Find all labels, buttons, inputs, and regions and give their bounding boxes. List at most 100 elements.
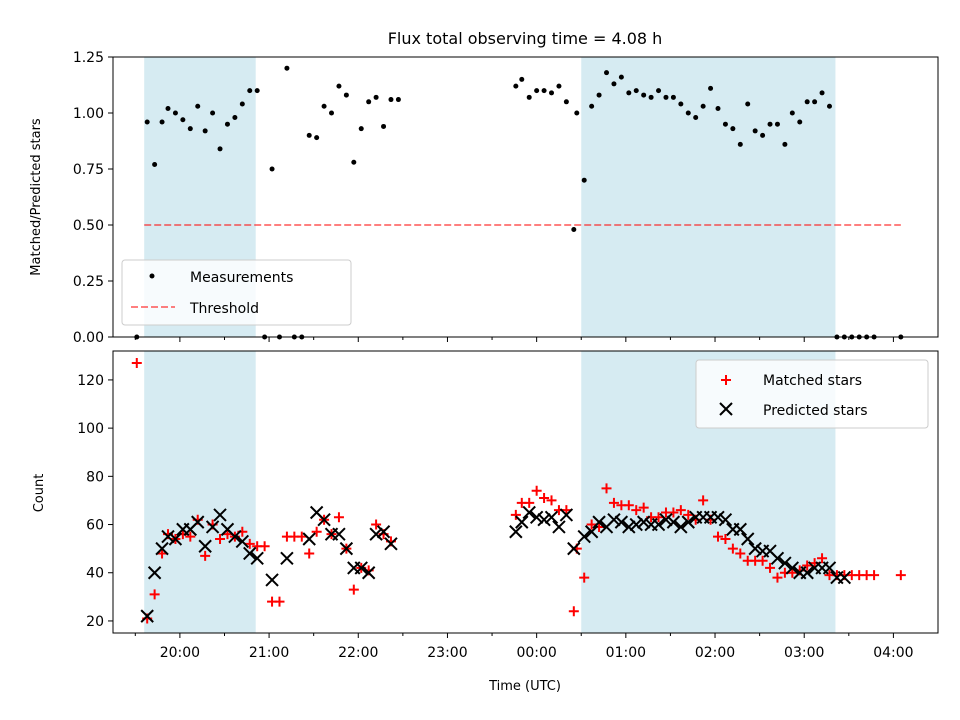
predicted-star-point <box>584 525 599 539</box>
predicted-star-point <box>748 541 762 556</box>
x-tick-label: 00:00 <box>516 645 556 661</box>
measurement-point <box>641 92 647 98</box>
measurement-point <box>165 106 171 112</box>
predicted-star-point <box>228 529 242 544</box>
matched-star-point <box>772 572 783 583</box>
measurement-point <box>604 70 610 76</box>
measurement-point <box>534 88 540 94</box>
matched-star-point <box>623 500 634 511</box>
predicted-star-point <box>265 573 279 587</box>
measurement-point <box>329 110 335 116</box>
measurement-point <box>239 101 245 107</box>
predicted-star-point <box>213 508 227 522</box>
matched-star-point <box>304 548 315 559</box>
y-tick-label: 40 <box>86 566 104 582</box>
matched-star-point <box>698 495 709 506</box>
measurement-point <box>700 103 706 109</box>
predicted-stars-legend-label: Predicted stars <box>763 403 868 419</box>
measurement-point <box>269 166 275 172</box>
predicted-star-point <box>529 510 544 525</box>
measurement-point <box>596 92 602 98</box>
matched-star-point <box>561 505 572 516</box>
y-tick-label: 20 <box>86 614 104 630</box>
shaded-span-0 <box>144 351 256 633</box>
x-tick-label: 22:00 <box>338 645 378 661</box>
top-axes-frame <box>112 56 939 338</box>
measurement-point <box>210 110 216 116</box>
matched-star-point <box>546 495 557 506</box>
predicted-star-point <box>733 522 748 537</box>
predicted-star-point <box>559 508 574 522</box>
predicted-star-point <box>354 561 368 575</box>
matched-star-point <box>131 358 142 369</box>
measurement-point <box>737 141 743 147</box>
measurement-point <box>767 121 773 127</box>
predicted-star-point <box>243 546 257 561</box>
measurement-point <box>618 74 624 80</box>
measurement-point <box>730 126 736 132</box>
measurement-point <box>549 90 555 96</box>
x-tick-label: 04:00 <box>873 645 913 661</box>
predicted-star-point <box>629 517 643 532</box>
matched-star-point <box>296 531 307 542</box>
measurement-point <box>254 88 260 94</box>
x-tick-label: 03:00 <box>784 645 824 661</box>
x-tick-label: 01:00 <box>606 645 646 661</box>
predicted-star-point <box>607 513 621 527</box>
matched-star-point <box>720 534 731 544</box>
matched-star-point <box>568 606 579 617</box>
measurement-point <box>358 126 364 132</box>
measurement-point <box>373 94 379 100</box>
top-panel: 0.00 0.25 0.50 0.75 1.00 1.25 Flux total obse… <box>29 29 939 346</box>
predicted-star-point <box>577 529 591 544</box>
measurement-point <box>670 94 676 100</box>
measurement-point <box>556 83 562 89</box>
predicted-star-point <box>332 527 346 541</box>
predicted-star-point <box>622 520 636 534</box>
measurement-point <box>381 123 387 129</box>
measurement-point <box>574 110 580 116</box>
measurement-point <box>395 97 401 103</box>
matched-star-point <box>333 512 344 523</box>
measurement-point <box>812 99 818 105</box>
predicted-star-point <box>522 505 536 520</box>
measurement-point <box>752 128 758 134</box>
y-tick-label: 60 <box>86 518 104 534</box>
top-legend-box <box>121 259 352 326</box>
x-tick-label: 23:00 <box>427 645 467 661</box>
predicted-star-point <box>361 566 376 580</box>
measurement-point <box>232 114 238 120</box>
matched-star-point <box>531 485 542 496</box>
measurement-point <box>513 83 519 89</box>
matched-star-point <box>683 509 694 520</box>
matched-star-point <box>713 531 723 542</box>
matched-star-point <box>668 507 679 518</box>
matched-star-point <box>586 519 597 530</box>
measurement-point <box>180 117 186 123</box>
matched-star-point <box>802 560 813 571</box>
measurement-point <box>306 132 312 138</box>
matched-star-point <box>895 570 906 581</box>
predicted-star-point <box>198 539 212 553</box>
y-tick-label: 80 <box>86 469 104 485</box>
measurement-point <box>217 146 223 152</box>
measurement-point <box>804 99 810 105</box>
top-x-ticks <box>134 337 894 342</box>
measurement-point <box>626 90 632 96</box>
predicted-star-point <box>711 510 725 525</box>
measurement-point <box>789 110 795 116</box>
measurement-point <box>563 99 569 105</box>
measurement-point <box>797 119 803 125</box>
predicted-star-point <box>369 527 383 541</box>
matched-star-point <box>510 509 521 520</box>
bottom-panel: 20 40 60 80 100 120 20:00 21:00 22:00 23:00 00:00… <box>32 350 939 694</box>
matched-star-point <box>631 505 642 516</box>
predicted-star-point <box>376 525 391 539</box>
y-tick-label: 120 <box>77 373 104 389</box>
predicted-star-point <box>614 515 629 529</box>
predicted-star-point <box>837 570 852 585</box>
bottom-y-axis-label: Count <box>32 474 47 513</box>
bottom-legend: Matched stars Predicted stars <box>695 359 929 429</box>
predicted-star-point <box>140 609 154 623</box>
matched-star-point <box>579 572 590 583</box>
